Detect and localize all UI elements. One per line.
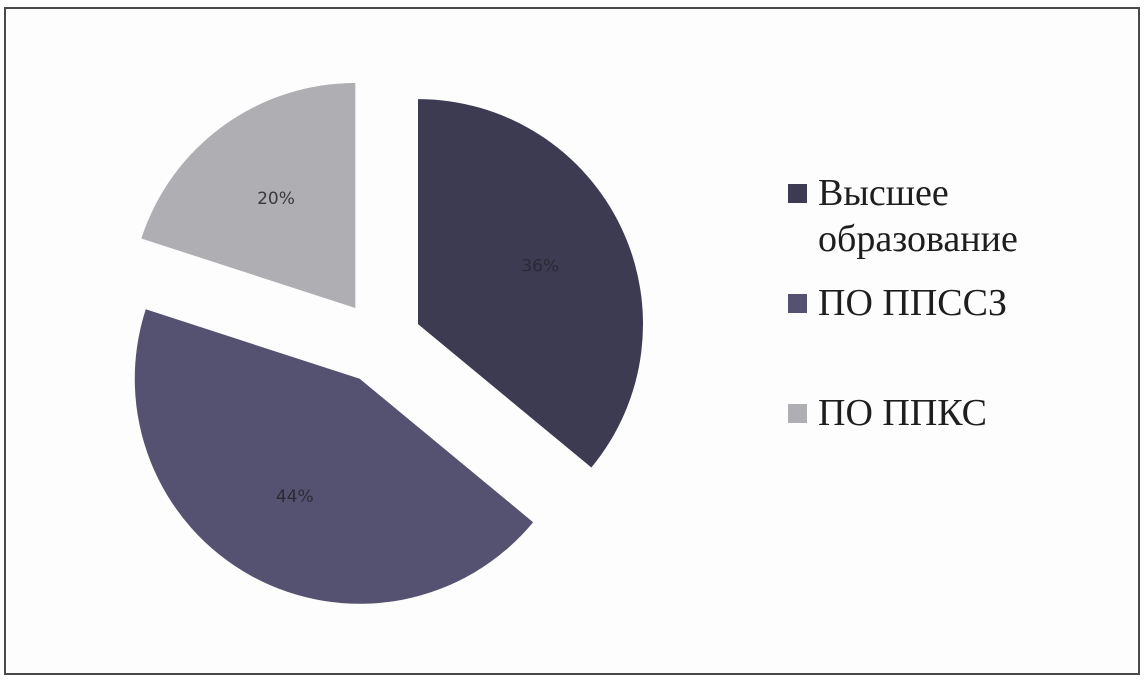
legend-item-ppssz: ПО ППССЗ	[788, 280, 1108, 326]
pie-slice-ppssz	[134, 309, 534, 604]
legend-label-higher-education: Высшее образование	[818, 172, 1018, 260]
data-label-higher-education: 36%	[521, 257, 559, 277]
pie-slice-ppks	[141, 83, 356, 309]
data-label-ppssz: 44%	[276, 487, 314, 507]
pie-slices	[134, 83, 644, 604]
legend-swatch-ppssz	[788, 294, 807, 313]
pie-data-labels: 36% 44% 20%	[257, 189, 559, 507]
legend-swatch-higher-education	[788, 184, 807, 203]
legend-label-ppssz: ПО ППССЗ	[818, 282, 1007, 324]
pie-slice-higher-education	[418, 99, 644, 468]
legend-label-ppks: ПО ППКС	[818, 392, 988, 434]
legend-swatch-ppks	[788, 404, 807, 423]
legend-item-ppks: ПО ППКС	[788, 390, 1108, 436]
legend-item-higher-education: Высшее образование	[788, 170, 1108, 262]
data-label-ppks: 20%	[257, 189, 295, 209]
legend: Высшее образование ПО ППССЗ ПО ППКС	[788, 170, 1108, 436]
